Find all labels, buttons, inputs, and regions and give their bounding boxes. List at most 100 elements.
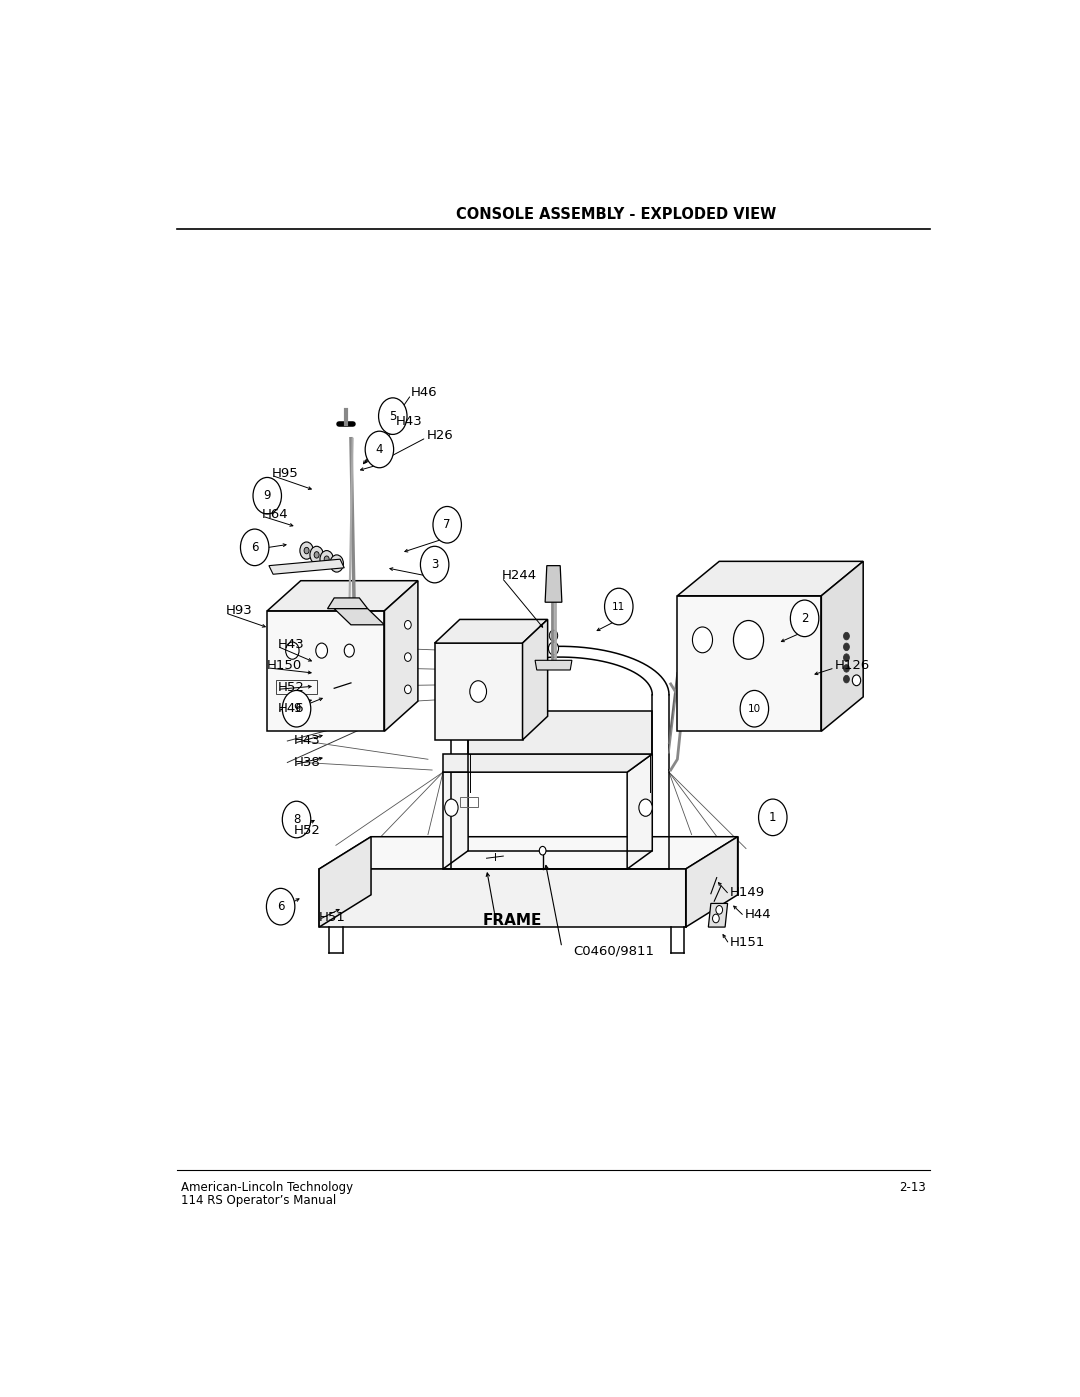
- Polygon shape: [535, 661, 572, 671]
- Text: H149: H149: [729, 886, 765, 900]
- Circle shape: [405, 685, 411, 694]
- Text: H43: H43: [396, 415, 423, 427]
- Polygon shape: [627, 754, 652, 869]
- Circle shape: [405, 652, 411, 661]
- Text: C0460/9811: C0460/9811: [572, 944, 653, 957]
- Circle shape: [241, 529, 269, 566]
- Text: 4: 4: [376, 443, 383, 455]
- Text: H95: H95: [271, 467, 298, 479]
- Polygon shape: [320, 837, 372, 928]
- Circle shape: [405, 620, 411, 629]
- Text: 8: 8: [293, 813, 300, 826]
- Circle shape: [758, 799, 787, 835]
- Circle shape: [253, 478, 282, 514]
- Text: H43: H43: [294, 735, 321, 747]
- Polygon shape: [269, 559, 345, 574]
- Polygon shape: [267, 610, 384, 731]
- Text: H26: H26: [427, 429, 453, 441]
- Circle shape: [843, 633, 849, 640]
- Text: 5: 5: [389, 409, 396, 423]
- Polygon shape: [677, 595, 822, 731]
- Circle shape: [539, 847, 546, 855]
- Text: H151: H151: [729, 936, 765, 949]
- Polygon shape: [443, 754, 468, 869]
- Text: H244: H244: [501, 569, 537, 581]
- Circle shape: [300, 542, 313, 559]
- Text: 9: 9: [264, 489, 271, 503]
- Polygon shape: [686, 837, 738, 928]
- Polygon shape: [677, 562, 863, 595]
- Circle shape: [320, 550, 334, 567]
- Text: CONSOLE ASSEMBLY - EXPLODED VIEW: CONSOLE ASSEMBLY - EXPLODED VIEW: [456, 208, 777, 222]
- Circle shape: [282, 690, 311, 726]
- Text: H52: H52: [278, 680, 305, 694]
- Polygon shape: [267, 581, 418, 610]
- Circle shape: [445, 799, 458, 816]
- Circle shape: [334, 560, 339, 567]
- Text: 6: 6: [276, 900, 284, 914]
- Circle shape: [470, 680, 486, 703]
- Polygon shape: [320, 837, 738, 869]
- Polygon shape: [434, 643, 523, 740]
- Polygon shape: [545, 566, 562, 602]
- Text: 2: 2: [801, 612, 808, 624]
- Text: H52: H52: [294, 824, 321, 837]
- Circle shape: [740, 690, 769, 726]
- Circle shape: [713, 914, 719, 923]
- Circle shape: [843, 643, 849, 651]
- Text: 9: 9: [293, 703, 300, 715]
- Polygon shape: [320, 869, 686, 928]
- Text: H64: H64: [262, 507, 288, 521]
- Text: H46: H46: [278, 703, 303, 715]
- Text: H44: H44: [744, 908, 771, 921]
- Circle shape: [282, 802, 311, 838]
- Text: H38: H38: [294, 756, 321, 768]
- Polygon shape: [434, 619, 548, 643]
- Circle shape: [433, 507, 461, 543]
- Text: H51: H51: [320, 911, 346, 923]
- Circle shape: [852, 675, 861, 686]
- Circle shape: [285, 643, 299, 659]
- Polygon shape: [384, 581, 418, 731]
- Circle shape: [843, 654, 849, 661]
- Circle shape: [314, 552, 320, 559]
- Circle shape: [330, 555, 343, 573]
- Circle shape: [550, 630, 557, 641]
- Text: H126: H126: [835, 659, 870, 672]
- Circle shape: [324, 556, 329, 563]
- Text: 3: 3: [431, 557, 438, 571]
- Circle shape: [843, 675, 849, 683]
- Circle shape: [639, 799, 652, 816]
- Polygon shape: [708, 904, 728, 928]
- Text: H43: H43: [278, 637, 305, 651]
- Circle shape: [549, 643, 558, 655]
- Text: 2-13: 2-13: [900, 1180, 926, 1194]
- Circle shape: [605, 588, 633, 624]
- Polygon shape: [443, 754, 652, 773]
- Text: H93: H93: [226, 605, 252, 617]
- Text: H46: H46: [411, 386, 437, 400]
- Text: American-Lincoln Technology: American-Lincoln Technology: [181, 1180, 353, 1194]
- Polygon shape: [327, 598, 367, 609]
- Circle shape: [345, 644, 354, 657]
- Text: 1: 1: [769, 810, 777, 824]
- Polygon shape: [523, 619, 548, 740]
- Circle shape: [379, 398, 407, 434]
- Circle shape: [692, 627, 713, 652]
- Polygon shape: [822, 562, 863, 731]
- Text: 114 RS Operator’s Manual: 114 RS Operator’s Manual: [181, 1194, 336, 1207]
- Circle shape: [310, 546, 323, 563]
- Circle shape: [420, 546, 449, 583]
- Polygon shape: [334, 609, 384, 624]
- Text: 6: 6: [251, 541, 258, 553]
- Text: 10: 10: [747, 704, 761, 714]
- Polygon shape: [443, 754, 468, 773]
- Text: FRAME: FRAME: [483, 914, 542, 928]
- Circle shape: [791, 601, 819, 637]
- Circle shape: [365, 432, 393, 468]
- Circle shape: [305, 548, 309, 553]
- Text: 7: 7: [444, 518, 451, 531]
- Polygon shape: [468, 711, 652, 754]
- Text: 11: 11: [612, 602, 625, 612]
- Circle shape: [267, 888, 295, 925]
